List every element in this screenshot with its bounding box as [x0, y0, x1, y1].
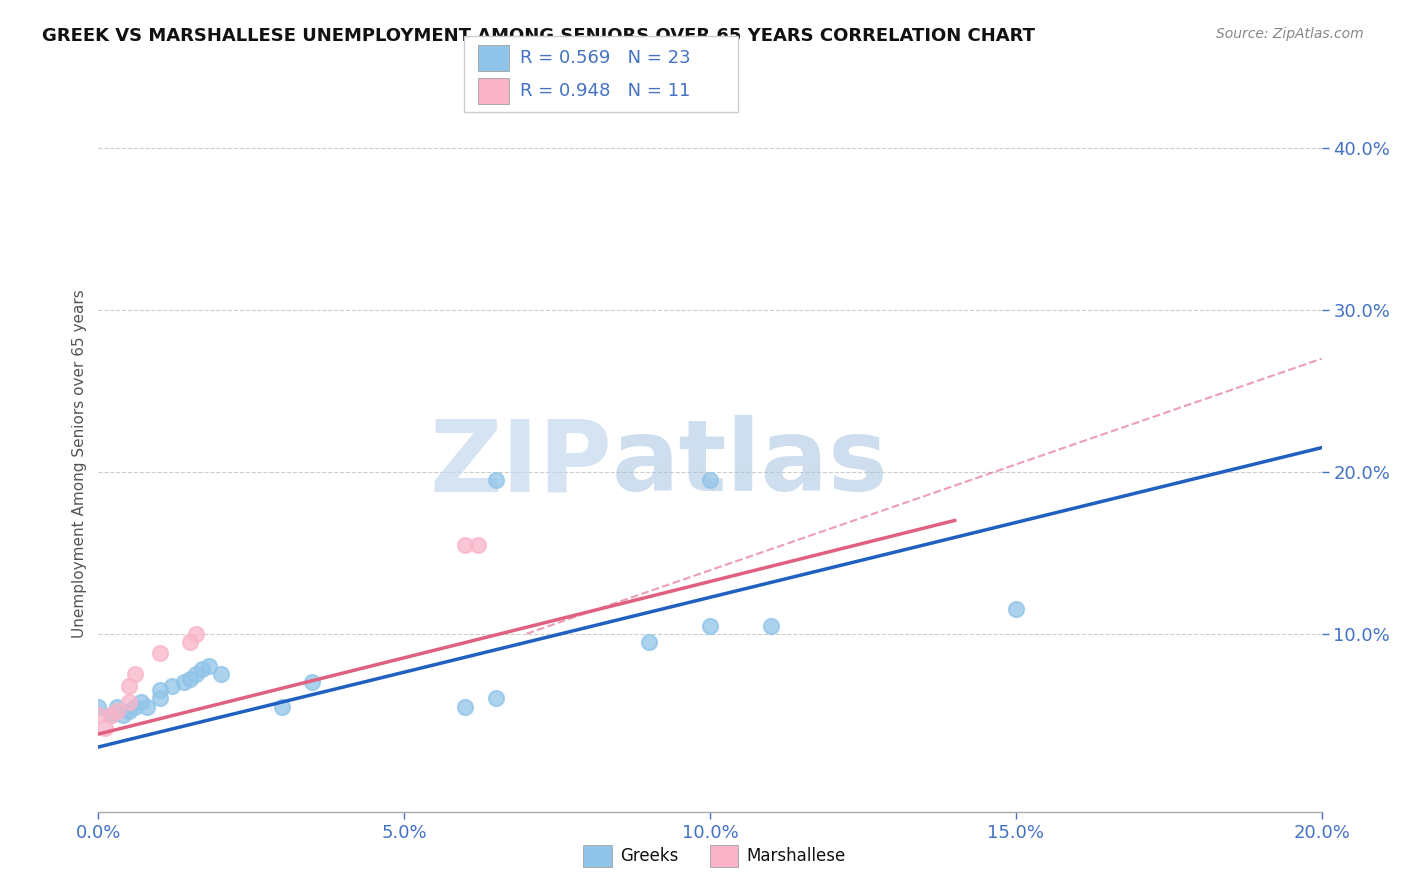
Point	[93, 721, 115, 735]
Point	[149, 646, 172, 660]
Point	[179, 672, 201, 686]
Text: Marshallese: Marshallese	[747, 847, 846, 865]
Text: Source: ZipAtlas.com: Source: ZipAtlas.com	[1216, 27, 1364, 41]
Point	[637, 635, 661, 649]
Point	[209, 667, 232, 681]
Point	[136, 699, 159, 714]
Point	[118, 705, 141, 719]
Text: R = 0.948   N = 11: R = 0.948 N = 11	[520, 82, 690, 100]
Point	[100, 707, 122, 722]
Point	[105, 705, 128, 719]
Point	[186, 626, 208, 640]
Text: GREEK VS MARSHALLESE UNEMPLOYMENT AMONG SENIORS OVER 65 YEARS CORRELATION CHART: GREEK VS MARSHALLESE UNEMPLOYMENT AMONG …	[42, 27, 1035, 45]
Point	[467, 538, 489, 552]
Point	[301, 675, 323, 690]
Text: ZIP: ZIP	[429, 416, 612, 512]
Point	[186, 667, 208, 681]
Point	[699, 473, 721, 487]
Point	[454, 699, 477, 714]
Point	[124, 699, 146, 714]
Point	[149, 691, 172, 706]
Text: R = 0.569   N = 23: R = 0.569 N = 23	[520, 49, 690, 67]
Point	[118, 695, 141, 709]
Point	[191, 662, 214, 676]
Point	[454, 538, 477, 552]
Point	[160, 679, 183, 693]
Point	[485, 691, 508, 706]
Point	[105, 699, 128, 714]
Point	[179, 635, 201, 649]
Point	[111, 707, 134, 722]
Point	[129, 695, 152, 709]
Y-axis label: Unemployment Among Seniors over 65 years: Unemployment Among Seniors over 65 years	[72, 290, 87, 638]
Point	[124, 667, 146, 681]
Text: atlas: atlas	[612, 416, 889, 512]
Point	[485, 473, 508, 487]
Point	[699, 618, 721, 632]
Point	[149, 683, 172, 698]
Point	[759, 618, 782, 632]
Point	[100, 707, 122, 722]
Point	[1004, 602, 1026, 616]
Point	[197, 659, 219, 673]
Point	[270, 699, 292, 714]
Point	[87, 707, 110, 722]
Point	[118, 679, 141, 693]
Text: Greeks: Greeks	[620, 847, 679, 865]
Point	[173, 675, 195, 690]
Point	[87, 699, 110, 714]
